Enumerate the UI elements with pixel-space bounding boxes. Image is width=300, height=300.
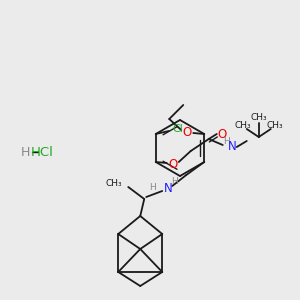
Text: HCl: HCl — [31, 146, 53, 158]
Text: H: H — [149, 182, 156, 191]
Text: CH₃: CH₃ — [106, 179, 123, 188]
Text: O: O — [183, 125, 192, 139]
Text: CH₃: CH₃ — [250, 113, 267, 122]
Text: O: O — [168, 158, 177, 170]
Text: N: N — [227, 140, 236, 152]
Text: Cl: Cl — [172, 124, 183, 134]
Text: CH₃: CH₃ — [266, 122, 283, 130]
Text: CH₃: CH₃ — [234, 122, 251, 130]
Text: N: N — [164, 182, 172, 196]
Text: H: H — [171, 176, 178, 185]
Text: H: H — [224, 137, 230, 146]
Text: O: O — [217, 128, 226, 142]
Text: H: H — [20, 146, 30, 158]
